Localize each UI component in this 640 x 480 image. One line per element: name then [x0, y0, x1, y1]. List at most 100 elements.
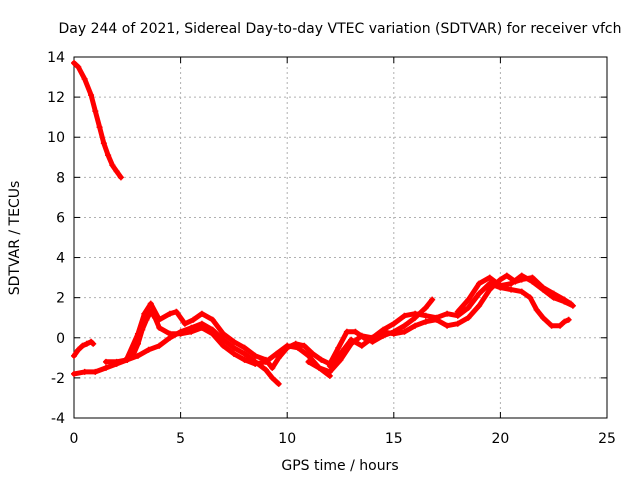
y-tick-label: 8 [56, 170, 65, 186]
data-point [337, 356, 344, 363]
data-point [508, 280, 515, 287]
x-tick-labels: 0 5 10 15 20 25 [70, 431, 616, 447]
axis-ticks [73, 56, 608, 419]
data-point [316, 364, 323, 371]
data-point [230, 344, 237, 351]
data-point [326, 362, 333, 369]
data-point [503, 272, 510, 279]
data-point [75, 346, 82, 353]
data-point [198, 310, 205, 317]
data-point [100, 140, 107, 147]
y-tick-label: 4 [56, 251, 65, 267]
data-point [422, 304, 429, 311]
data-point [348, 336, 355, 343]
series-s6 [305, 272, 574, 375]
data-point [230, 350, 237, 357]
data-point [262, 356, 269, 363]
data-point [369, 334, 376, 341]
data-point [390, 320, 397, 327]
data-point [476, 302, 483, 309]
data-point [134, 330, 141, 337]
data-point [252, 352, 259, 359]
series-s7 [326, 280, 572, 369]
data-point [476, 290, 483, 297]
data-point [90, 340, 97, 347]
data-point [190, 316, 197, 323]
data-point [156, 342, 163, 349]
data-point [96, 124, 103, 131]
data-point [301, 342, 308, 349]
data-point [145, 346, 152, 353]
data-point [166, 330, 173, 337]
data-point [269, 364, 276, 371]
data-point [412, 322, 419, 329]
data-point [527, 294, 534, 301]
series-s8 [454, 272, 576, 315]
data-point [497, 276, 504, 283]
data-point [109, 162, 116, 169]
data-point [81, 368, 88, 375]
data-point [465, 304, 472, 311]
x-tick-label: 20 [491, 431, 509, 447]
data-point [141, 310, 148, 317]
data-point [565, 316, 572, 323]
data-point [209, 330, 216, 337]
series-s1 [71, 60, 124, 181]
data-point [429, 296, 436, 303]
data-point [548, 322, 555, 329]
data-point [401, 312, 408, 319]
data-point [358, 342, 365, 349]
data-point [518, 288, 525, 295]
data-point [444, 322, 451, 329]
data-point [444, 310, 451, 317]
data-point [569, 302, 576, 309]
data-point [147, 300, 154, 307]
data-point [166, 310, 173, 317]
data-point [352, 328, 359, 335]
data-point [557, 322, 564, 329]
data-point [181, 320, 188, 327]
x-tick-label: 10 [278, 431, 296, 447]
data-point [230, 338, 237, 345]
data-point [540, 286, 547, 293]
y-tick-labels: -4 -2 0 2 4 6 8 10 12 14 [47, 50, 65, 427]
data-point [533, 306, 540, 313]
data-point [156, 324, 163, 331]
data-point [113, 358, 120, 365]
data-point [497, 282, 504, 289]
chart-title: Day 244 of 2021, Sidereal Day-to-day VTE… [58, 21, 621, 37]
data-point [454, 308, 461, 315]
data-point [358, 332, 365, 339]
data-point [198, 324, 205, 331]
data-point [422, 312, 429, 319]
data-point [241, 356, 248, 363]
data-point [113, 168, 120, 175]
series-s5 [124, 296, 436, 371]
y-tick-label: 12 [47, 90, 65, 106]
x-tick-label: 0 [70, 431, 79, 447]
data-point [390, 330, 397, 337]
data-point [529, 278, 536, 285]
data-point [433, 314, 440, 321]
y-tick-label: -2 [51, 371, 65, 387]
data-point [102, 364, 109, 371]
data-point [92, 108, 99, 115]
data-point [380, 326, 387, 333]
data-point [305, 358, 312, 365]
data-point [83, 340, 90, 347]
data-point [305, 352, 312, 359]
data-point [343, 328, 350, 335]
data-point [269, 374, 276, 381]
data-point [188, 328, 195, 335]
data-series [71, 60, 576, 387]
data-point [273, 350, 280, 357]
data-point [102, 358, 109, 365]
data-point [518, 272, 525, 279]
data-point [220, 336, 227, 343]
data-point [465, 296, 472, 303]
data-point [92, 368, 99, 375]
data-point [117, 174, 124, 181]
data-point [401, 322, 408, 329]
data-point [284, 344, 291, 351]
